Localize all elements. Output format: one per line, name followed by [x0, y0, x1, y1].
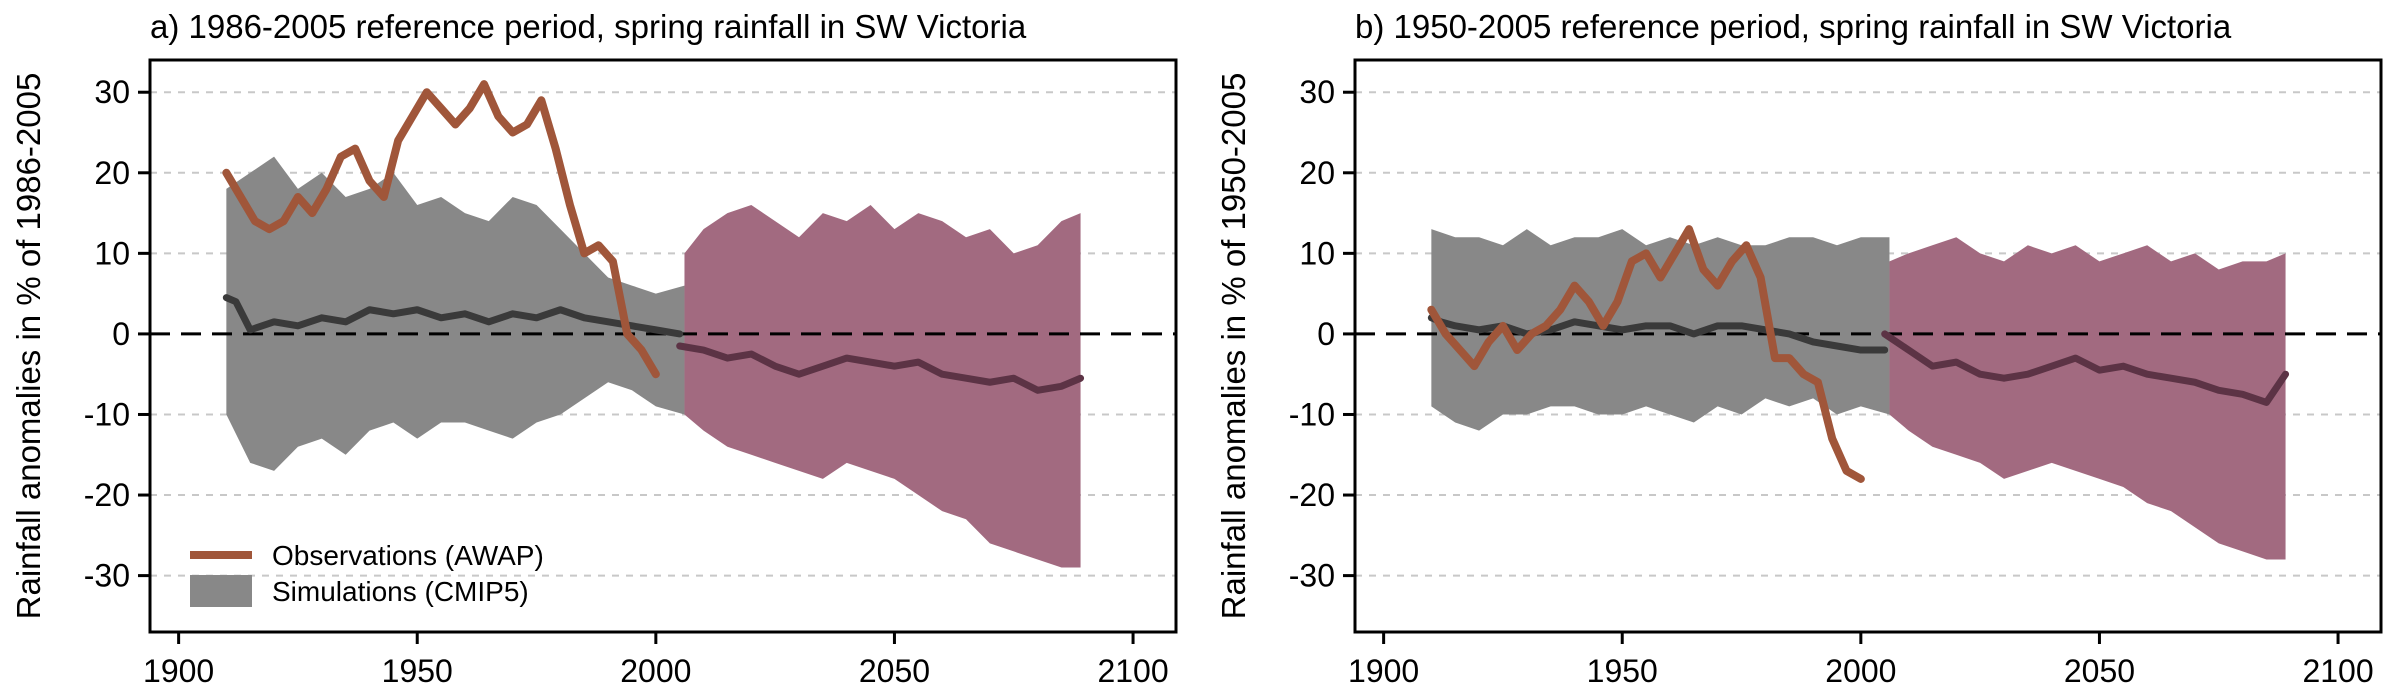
projection-mean-line	[676, 342, 1085, 394]
y-tick-label: -30	[1289, 558, 1335, 594]
x-tick-label: 1950	[382, 653, 453, 689]
x-tick-label: 2050	[2064, 653, 2135, 689]
y-tick-label: 10	[1299, 235, 1335, 271]
chart-title: b) 1950-2005 reference period, spring ra…	[1355, 8, 2232, 45]
x-tick-label: 2000	[620, 653, 691, 689]
plot-area	[150, 80, 1176, 577]
y-tick-label: 30	[94, 74, 130, 110]
plot-frame	[148, 58, 1178, 634]
legend-simulations-label: Simulations (CMIP5)	[272, 576, 529, 607]
observations-line	[1427, 225, 1865, 483]
y-axis-label: Rainfall anomalies in % of 1950-2005	[1215, 73, 1252, 620]
legend-observations-label: Observations (AWAP)	[272, 540, 544, 571]
y-tick-label: -20	[1289, 477, 1335, 513]
plot-area	[1355, 91, 2381, 577]
y-tick-label: 20	[94, 155, 130, 191]
x-tick-label: 2050	[859, 653, 930, 689]
y-tick-label: -30	[84, 558, 130, 594]
y-tick-label: 10	[94, 235, 130, 271]
panel-a: 30 20 10 0 -10 -20 -30 1900 1950 2000 2050 2100 a) 1…	[10, 8, 1178, 689]
projection-mean-line	[1881, 330, 2290, 406]
y-tick-label: -10	[84, 396, 130, 432]
projection-envelope	[684, 205, 1081, 568]
y-tick-label: 20	[1299, 155, 1335, 191]
y-tick-label: 30	[1299, 74, 1335, 110]
observations-line	[222, 80, 660, 379]
legend-simulations-swatch	[190, 575, 252, 607]
y-tick-label: 0	[1317, 316, 1335, 352]
x-tick-label: 1900	[143, 653, 214, 689]
chart-title: a) 1986-2005 reference period, spring ra…	[150, 8, 1027, 45]
panel-b: 30 20 10 0 -10 -20 -30 1900 1950 2000 2050 2100 b) 1…	[1215, 8, 2383, 689]
x-tick-label: 1900	[1348, 653, 1419, 689]
x-tick-label: 2100	[1097, 653, 1168, 689]
y-tick-label: 0	[112, 316, 130, 352]
simulations-mean-line	[1427, 314, 1889, 354]
x-tick-label: 2000	[1825, 653, 1896, 689]
projection-envelope	[1889, 237, 2286, 560]
y-tick-label: -20	[84, 477, 130, 513]
y-axis-label: Rainfall anomalies in % of 1986-2005	[10, 73, 47, 620]
x-tick-label: 1950	[1587, 653, 1658, 689]
simulations-envelope	[1431, 229, 1890, 431]
x-tick-label: 2100	[2302, 653, 2373, 689]
simulations-mean-line	[222, 294, 684, 338]
y-tick-label: -10	[1289, 396, 1335, 432]
plot-frame	[1353, 58, 2383, 634]
